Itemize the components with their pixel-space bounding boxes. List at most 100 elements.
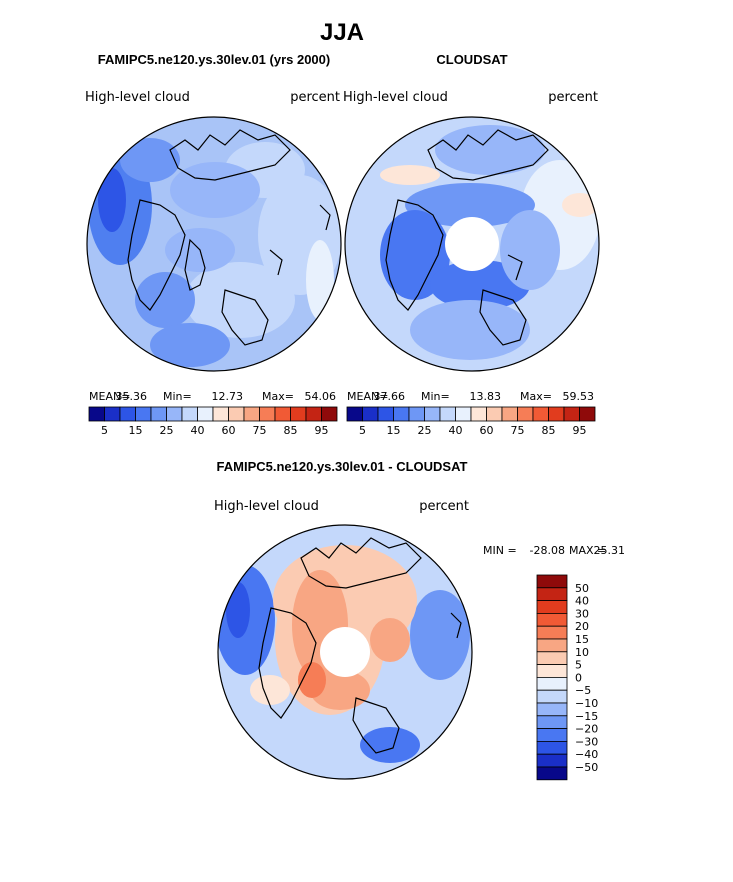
colorbar-tick-label: 85 [284, 424, 298, 437]
colorbar-swatch [362, 406, 379, 422]
colorbar-swatch [455, 406, 472, 422]
colorbar-tick-label: 15 [129, 424, 143, 437]
colorbar-swatch [274, 406, 291, 422]
panel-c-field [218, 545, 470, 763]
panel-b-field [380, 125, 599, 360]
panel-b-max-value: 59.53 [563, 390, 595, 403]
colorbar-swatch [536, 715, 568, 729]
colorbar-swatch [536, 664, 568, 678]
panel-c-map [217, 524, 473, 780]
colorbar-tick-label: 60 [222, 424, 236, 437]
colorbar-tick-label: −30 [575, 735, 598, 748]
colorbar-swatch [88, 406, 105, 422]
panel-c-coastlines [258, 537, 462, 754]
colorbar-tick-label: 95 [315, 424, 329, 437]
colorbar-swatch [536, 677, 568, 691]
colorbar-swatch [536, 638, 568, 653]
colorbar-tick-label: 40 [449, 424, 463, 437]
panel-c-min-value: -28.08 [530, 544, 565, 557]
colorbar-swatch [536, 702, 568, 717]
colorbar-swatch [532, 406, 549, 422]
colorbar-swatch [536, 728, 568, 742]
panel-b-border [344, 116, 600, 372]
colorbar-swatch [536, 689, 568, 704]
colorbar-swatch [536, 741, 568, 755]
colorbar-tick-label: 5 [359, 424, 366, 437]
colorbar-swatch [517, 406, 534, 422]
panel-a-border [86, 116, 342, 372]
colorbar-swatch [119, 406, 136, 422]
colorbar-tick-label: −20 [575, 723, 598, 736]
panel-b-mean-value: 37.66 [374, 390, 406, 403]
colorbar-swatch [305, 406, 322, 422]
colorbar-swatch [321, 406, 338, 422]
colorbar-swatch [408, 406, 425, 422]
colorbar-swatch [439, 406, 456, 422]
panel-c-max-value: 25.31 [594, 544, 626, 557]
panel-b-left-label: High-level cloud [343, 90, 448, 105]
colorbar-swatch [346, 406, 363, 422]
colorbar-swatch [228, 406, 245, 422]
panel-a-colorbar: 5 15 25 40 60 75 85 95 [88, 406, 338, 437]
panel-a-min-label: Min= [163, 390, 192, 403]
colorbar-swatch [536, 574, 568, 589]
colorbar-swatch [259, 406, 276, 422]
colorbar-tick-label: 15 [575, 633, 589, 646]
panel-c-stats: MIN = -28.08 MAX = 25.31 [483, 544, 625, 557]
panel-a-stats: MEAN= 35.36 Min= 12.73 Max= 54.06 [89, 390, 336, 403]
colorbar-tick-label: 20 [575, 620, 589, 633]
colorbar-tick-label: −50 [575, 761, 598, 774]
colorbar-tick-label: −10 [575, 697, 598, 710]
panel-a-right-label: percent [290, 90, 340, 105]
colorbar-swatch [536, 613, 568, 627]
colorbar-swatch [536, 625, 568, 640]
panel-b-stats: MEAN= 37.66 Min= 13.83 Max= 59.53 [347, 390, 594, 403]
colorbar-tick-label: −5 [575, 684, 591, 697]
colorbar-swatch [579, 406, 596, 422]
panel-b-run-title: CLOUDSAT [436, 52, 507, 67]
panel-c-max-label: MAX = [569, 544, 606, 557]
colorbar-swatch [377, 406, 394, 422]
panel-b-coastlines [385, 129, 549, 346]
panel-b-polar-hole [445, 217, 499, 271]
colorbar-tick-label: 5 [101, 424, 108, 437]
colorbar-tick-label: 95 [573, 424, 587, 437]
colorbar-tick-label: 5 [575, 659, 582, 672]
panel-a-max-value: 54.06 [305, 390, 337, 403]
colorbar-tick-label: 40 [575, 595, 589, 608]
colorbar-swatch [563, 406, 580, 422]
colorbar-swatch [424, 406, 441, 422]
colorbar-tick-label: 60 [480, 424, 494, 437]
panel-a-min-value: 12.73 [212, 390, 244, 403]
panel-a-coastlines [127, 129, 331, 346]
colorbar-tick-label: 25 [160, 424, 174, 437]
colorbar-swatch [104, 406, 121, 422]
colorbar-swatch [548, 406, 565, 422]
panel-c-border [217, 524, 473, 780]
colorbar-swatch [135, 406, 152, 422]
colorbar-tick-label: 75 [511, 424, 525, 437]
panel-a-map [86, 116, 342, 372]
colorbar-tick-label: −40 [575, 748, 598, 761]
panel-c-polar-hole [320, 627, 370, 677]
colorbar-swatch [536, 766, 568, 781]
colorbar-swatch [243, 406, 260, 422]
panel-a-max-label: Max= [262, 390, 294, 403]
colorbar-swatch [486, 406, 503, 422]
colorbar-swatch [536, 651, 568, 665]
colorbar-swatch [181, 406, 198, 422]
panel-b-max-label: Max= [520, 390, 552, 403]
panel-b-colorbar: 5 15 25 40 60 75 85 95 [346, 406, 596, 437]
panel-a-run-title: FAMIPC5.ne120.ys.30lev.01 (yrs 2000) [98, 52, 330, 67]
colorbar-tick-label: 40 [191, 424, 205, 437]
colorbar-tick-label: 50 [575, 582, 589, 595]
colorbar-swatch [290, 406, 307, 422]
colorbar-swatch [536, 600, 568, 614]
panel-c-left-label: High-level cloud [214, 499, 319, 514]
colorbar-swatch [212, 406, 229, 422]
colorbar-swatch [501, 406, 518, 422]
season-title: JJA [320, 19, 364, 46]
colorbar-swatch [166, 406, 183, 422]
